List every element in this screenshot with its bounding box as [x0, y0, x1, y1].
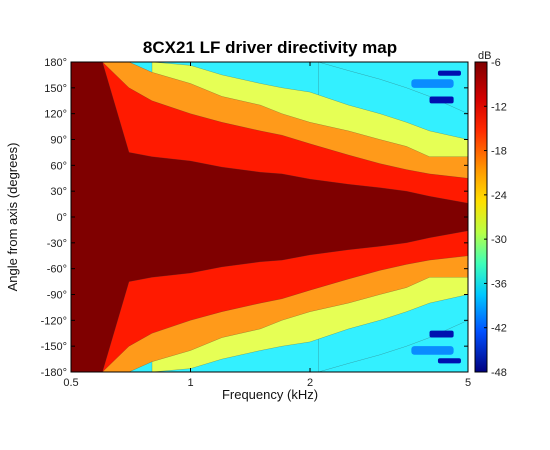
- colorbar-tick-label: -42: [491, 323, 507, 335]
- contour-island-36-2: [411, 346, 454, 355]
- colorbar-tick-label: -48: [491, 367, 507, 379]
- x-tick-label: 5: [465, 377, 471, 389]
- y-tick-label: -30°: [47, 238, 67, 250]
- y-tick-label: -60°: [47, 264, 67, 276]
- y-tick-label: -150°: [41, 341, 67, 353]
- y-tick-label: 150°: [44, 83, 67, 95]
- chart-title: 8CX21 LF driver directivity map: [143, 38, 397, 57]
- y-tick-label: 30°: [50, 186, 67, 198]
- colorbar-tick-label: -24: [491, 190, 507, 202]
- y-tick-label: 0°: [56, 212, 67, 224]
- y-tick-label: 180°: [44, 57, 67, 69]
- contour-island-42-3: [437, 70, 461, 76]
- contour-island-42-1: [429, 96, 454, 104]
- contour-island-42-4: [437, 358, 461, 364]
- x-tick-label: 0.5: [63, 377, 78, 389]
- x-axis-ticks: 0.5 1 2 5: [63, 62, 471, 389]
- colorbar: -6 -12 -18 -24 -30 -36 -42 -48: [474, 57, 507, 379]
- colorbar-tick-label: -12: [491, 101, 507, 113]
- colorbar-tick-label: -36: [491, 278, 507, 290]
- colorbar-unit-label: dB: [478, 50, 491, 62]
- y-tick-label: -120°: [41, 315, 67, 327]
- contour-island-42-2: [429, 330, 454, 338]
- x-tick-label: 2: [307, 377, 313, 389]
- plot-area: [70, 61, 469, 373]
- colorbar-tick-label: -30: [491, 234, 507, 246]
- y-axis-ticks: 180° 150° 120° 90° 60° 30° 0° -30° -60° -90° -120°…: [41, 57, 468, 379]
- y-tick-label: 120°: [44, 109, 67, 121]
- contour-island-36-1: [411, 79, 454, 88]
- y-tick-label: -180°: [41, 367, 67, 379]
- colorbar-tick-label: -18: [491, 146, 507, 158]
- y-tick-label: 90°: [50, 135, 67, 147]
- y-tick-label: -90°: [47, 290, 67, 302]
- colorbar-tick-label: -6: [491, 57, 501, 69]
- y-axis-label: Angle from axis (degrees): [5, 143, 20, 292]
- colorbar-scale: [474, 61, 488, 373]
- y-tick-label: 60°: [50, 160, 67, 172]
- x-axis-label: Frequency (kHz): [222, 387, 318, 402]
- x-tick-label: 1: [187, 377, 193, 389]
